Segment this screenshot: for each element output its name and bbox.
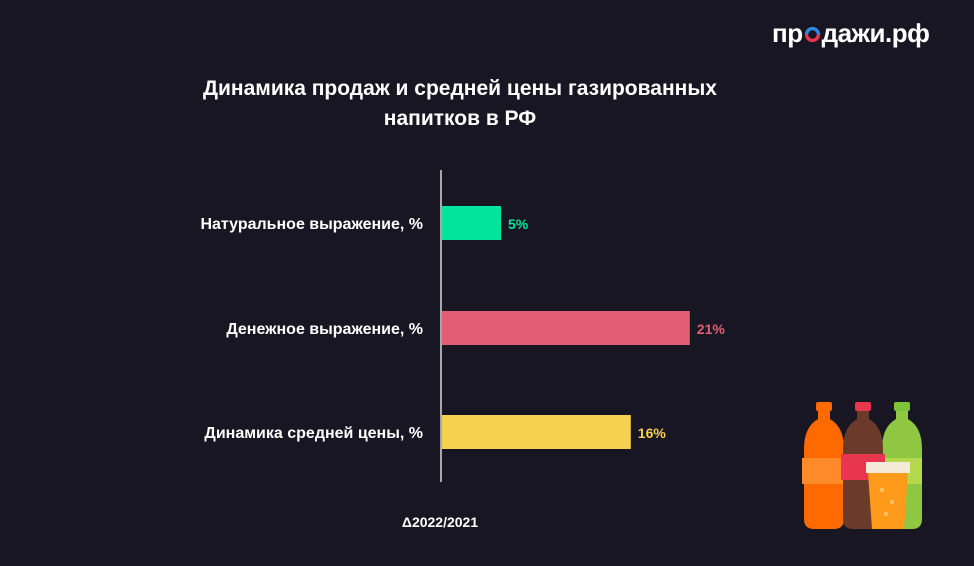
x-axis-label: Δ2022/2021 <box>401 514 479 530</box>
logo-text-end: дажи.рф <box>821 18 930 48</box>
brand-logo[interactable]: пр дажи.рф <box>772 18 930 49</box>
chart-title-line-2: напитков в РФ <box>383 107 537 130</box>
orange-bottle-icon <box>802 402 844 529</box>
value-label-2: 21% <box>697 321 726 337</box>
value-label-3: 16% <box>638 425 667 441</box>
logo-text-start: пр <box>772 18 803 48</box>
value-label-1: 5% <box>508 216 529 232</box>
category-label-1: Натуральное выражение, % <box>200 216 423 233</box>
category-label-2: Денежное выражение, % <box>226 321 423 338</box>
chart-title-line-1: Динамика продаж и средней цены газирован… <box>203 77 717 100</box>
bar-3[interactable] <box>442 415 631 449</box>
bar-2[interactable] <box>442 311 690 345</box>
glass-icon <box>866 462 910 529</box>
chart-title: Динамика продаж и средней цены газирован… <box>150 74 770 134</box>
category-label-3: Динамика средней цены, % <box>204 425 423 442</box>
logo-ring-icon <box>804 26 820 43</box>
bar-1[interactable] <box>442 206 501 240</box>
soda-bottles-icon <box>802 402 922 529</box>
